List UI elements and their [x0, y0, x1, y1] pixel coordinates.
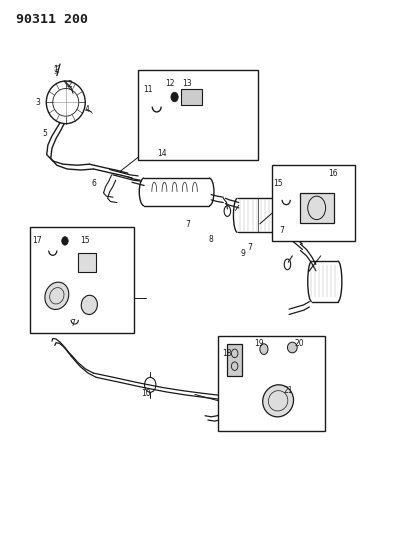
Text: 19: 19	[254, 340, 263, 348]
Text: 18: 18	[221, 349, 231, 358]
Text: 10: 10	[141, 389, 151, 398]
Text: 15: 15	[273, 180, 282, 188]
Text: 7: 7	[185, 221, 190, 229]
Bar	[299, 193, 333, 223]
Text: 5: 5	[42, 129, 47, 138]
Bar	[78, 253, 96, 272]
Bar	[181, 89, 201, 105]
Bar	[218, 336, 324, 431]
Text: 17: 17	[32, 237, 41, 245]
Ellipse shape	[62, 237, 68, 245]
Ellipse shape	[262, 385, 293, 417]
Text: 90311 200: 90311 200	[16, 13, 88, 26]
Text: 7: 7	[247, 244, 252, 252]
Text: 11: 11	[143, 85, 153, 93]
Text: 15: 15	[80, 237, 90, 245]
Text: 6: 6	[92, 180, 96, 188]
Bar	[271, 165, 354, 241]
Text: 9: 9	[240, 249, 245, 257]
Text: 7: 7	[279, 226, 284, 235]
Text: 8: 8	[208, 236, 213, 244]
Ellipse shape	[287, 342, 296, 353]
Text: 21: 21	[283, 386, 292, 394]
Text: 12: 12	[164, 79, 174, 88]
Text: 4: 4	[85, 105, 90, 114]
Ellipse shape	[45, 282, 68, 310]
Bar	[227, 344, 241, 376]
Text: 2: 2	[67, 80, 72, 88]
Text: 3: 3	[35, 98, 40, 107]
Text: 13: 13	[181, 79, 191, 88]
Text: 20: 20	[294, 340, 304, 348]
Text: 14: 14	[157, 149, 167, 158]
Ellipse shape	[259, 344, 267, 354]
Bar	[30, 227, 134, 333]
Ellipse shape	[171, 92, 178, 102]
Text: 16: 16	[327, 169, 337, 177]
Ellipse shape	[81, 295, 97, 314]
Text: 7: 7	[70, 319, 75, 328]
Bar	[138, 70, 257, 160]
Text: 1: 1	[53, 65, 58, 74]
